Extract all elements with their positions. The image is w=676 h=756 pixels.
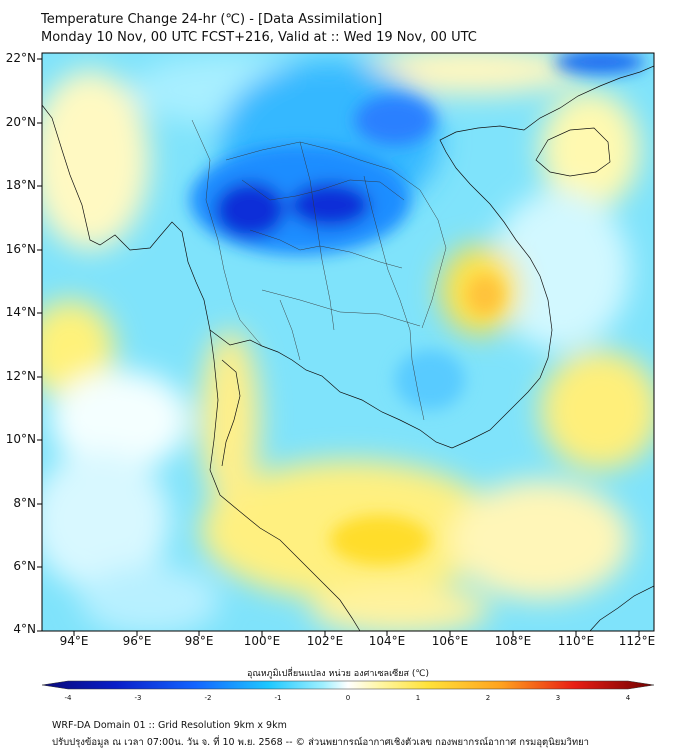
colorbar-tick-minus4: -4 <box>64 694 72 702</box>
map-field <box>42 53 654 631</box>
colorbar-title: อุณหภูมิเปลี่ยนแปลง หน่วย องศาเซลเซียส (… <box>246 669 430 679</box>
lat-label-4: 4°N <box>13 622 36 636</box>
lat-label-10: 10°N <box>5 432 36 446</box>
lat-label-20: 20°N <box>5 115 36 129</box>
lat-label-18: 18°N <box>5 178 36 192</box>
colorbar-tick-4: 4 <box>625 694 631 702</box>
lon-label-110: 110°E <box>557 634 595 648</box>
lat-label-22: 22°N <box>5 51 36 65</box>
colorbar-tick-minus2: -2 <box>204 694 212 702</box>
lon-label-98: 98°E <box>184 634 214 648</box>
lat-label-16: 16°N <box>5 242 36 256</box>
coastlines-and-borders <box>42 65 654 631</box>
map-subtitle: Monday 10 Nov, 00 UTC FCST+216, Valid at… <box>41 30 477 45</box>
colorbar-tick-minus1: -1 <box>274 694 282 702</box>
colorbar-gradient <box>41 680 655 690</box>
colorbar-tick-0: 0 <box>345 694 351 702</box>
lon-label-102: 102°E <box>306 634 344 648</box>
lon-label-112: 112°E <box>618 634 656 648</box>
lat-label-6: 6°N <box>13 559 36 573</box>
map-frame <box>41 52 655 632</box>
admin-borders <box>191 119 447 421</box>
colorbar-tick-2: 2 <box>485 694 491 702</box>
map-title: Temperature Change 24-hr (℃) - [Data Ass… <box>41 12 383 27</box>
tick-marks <box>37 58 640 636</box>
footer-model-info: WRF-DA Domain 01 :: Grid Resolution 9km … <box>52 720 287 731</box>
lon-label-108: 108°E <box>494 634 532 648</box>
lon-label-94: 94°E <box>59 634 89 648</box>
footer-credit: ปรับปรุงข้อมูล ณ เวลา 07:00น. วัน จ. ที่… <box>52 737 590 748</box>
colorbar-tick-minus3: -3 <box>134 694 142 702</box>
lon-label-100: 100°E <box>243 634 281 648</box>
lat-label-8: 8°N <box>13 496 36 510</box>
lat-label-12: 12°N <box>5 369 36 383</box>
lat-label-14: 14°N <box>5 305 36 319</box>
lon-label-106: 106°E <box>431 634 469 648</box>
colorbar-tick-1: 1 <box>415 694 421 702</box>
lon-label-96: 96°E <box>122 634 152 648</box>
temperature-change-map <box>37 52 655 636</box>
lon-label-104: 104°E <box>368 634 406 648</box>
colorbar-tick-3: 3 <box>555 694 561 702</box>
